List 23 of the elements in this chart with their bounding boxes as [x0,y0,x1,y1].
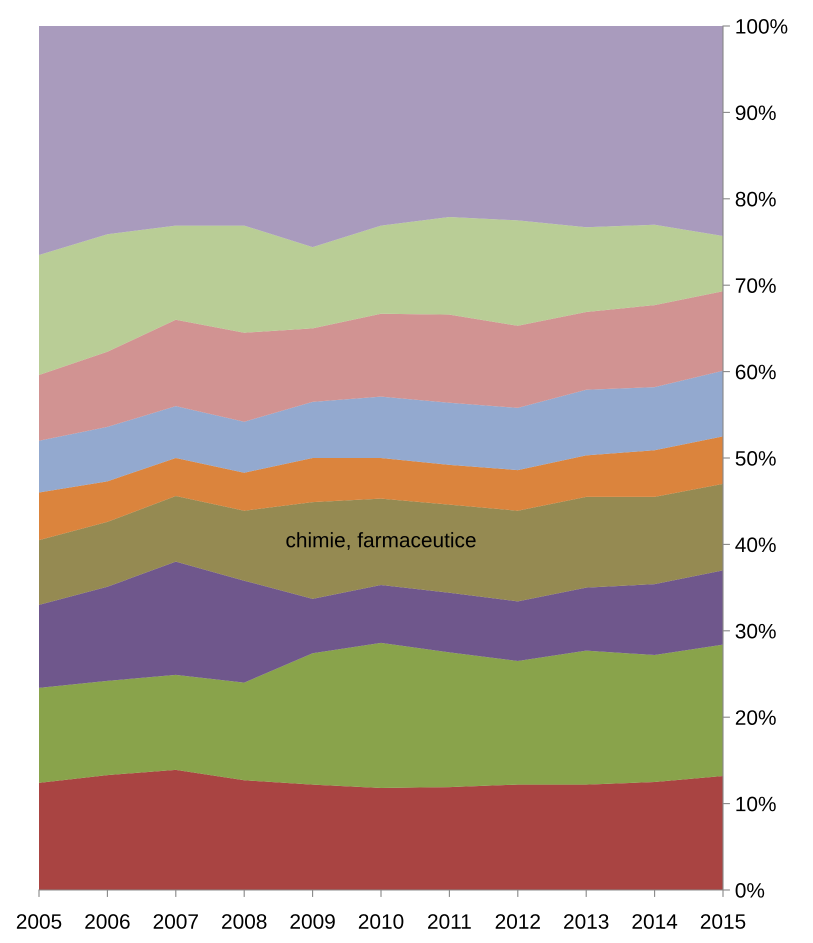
x-tick-label: 2005 [16,914,62,929]
y-tick-label: 40% [735,537,776,552]
y-tick-label: 90% [736,105,776,120]
y-tick-label: 30% [736,624,776,639]
y-tick-label: 0% [736,883,764,898]
series-label: chimie, farmaceutice [286,532,476,550]
y-tick-label: 10% [736,796,776,812]
x-tick-label: 2008 [222,914,266,929]
x-tick-label: 2009 [290,914,335,929]
x-tick-label: 2012 [496,914,540,929]
y-tick-label: 100% [736,19,788,34]
x-tick-label: 2014 [632,914,678,929]
x-tick-label: 2006 [85,914,130,929]
x-tick-label: 2010 [358,914,404,929]
x-tick-label: 2011 [428,914,471,929]
y-tick-label: 20% [736,710,776,725]
x-tick-label: 2015 [700,914,746,929]
y-tick-label: 60% [736,364,776,380]
y-tick-label: 70% [736,278,776,293]
x-tick-label: 2007 [154,914,198,929]
x-tick-label: 2013 [564,914,608,929]
y-tick-label: 80% [736,192,776,207]
y-tick-label: 50% [736,451,776,466]
